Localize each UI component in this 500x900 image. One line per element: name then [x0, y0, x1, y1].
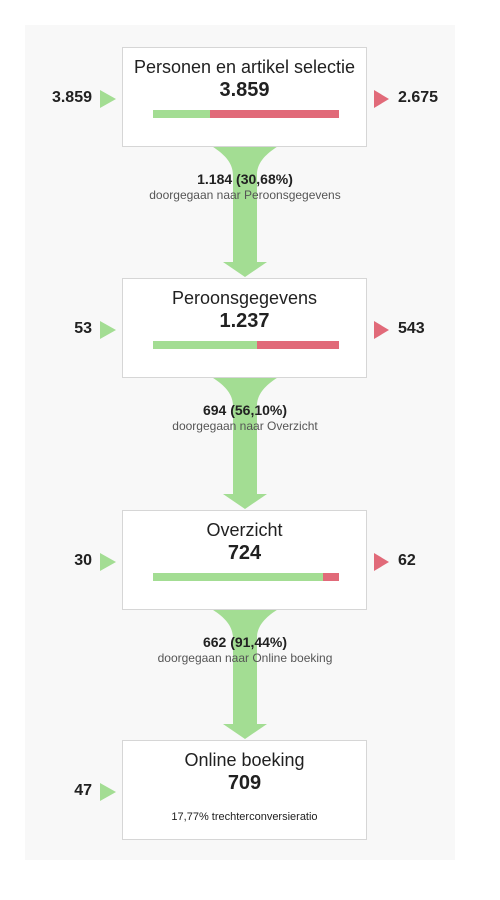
funnel-connector-2 [164, 354, 326, 509]
stage-value: 3.859 [219, 79, 270, 101]
funnel-stage-4: Online boeking 709 17,77% trechterconversi… [122, 740, 367, 840]
exit-count: 2.675 [398, 89, 439, 106]
entrance-count: 3.859 [51, 89, 92, 106]
entrance-count: 53 [74, 320, 92, 337]
entrance-arrow-icon [100, 783, 116, 801]
funnel-stage-3: Overzicht 724 [122, 510, 367, 610]
funnel-stage-2: Peroonsgegevens 1.237 [122, 278, 367, 378]
bar-exited-segment [210, 110, 339, 118]
entrance-count: 30 [74, 552, 92, 569]
exit-arrow-icon [374, 321, 389, 339]
stage-progress-bar [153, 341, 339, 349]
funnel-connector-3 [164, 586, 326, 739]
bar-exited-segment [323, 573, 339, 581]
stage-value: 724 [227, 542, 262, 564]
entrance-arrow-icon [100, 553, 116, 571]
bar-exited-segment [257, 341, 339, 349]
funnel-conversion-rate: 17,77% trechterconversieratio [171, 811, 318, 823]
transition-count: 694 (56,10%) [202, 402, 288, 418]
exit-arrow-icon [374, 90, 389, 108]
exit-arrow-icon [374, 553, 389, 571]
transition-label-1: 1.184 (30,68%) doorgegaan naar Peroonsgeg… [120, 171, 370, 202]
entrance-count: 47 [74, 782, 92, 799]
stage-name: Online boeking [184, 750, 305, 770]
transition-count: 1.184 (30,68%) [197, 171, 293, 187]
funnel-connector-1 [164, 123, 326, 277]
stage-progress-bar [153, 110, 339, 118]
entrance-arrow-icon [100, 321, 116, 339]
exit-count: 543 [398, 320, 425, 337]
entrance-arrow-icon [100, 90, 116, 108]
bar-continued-segment [153, 341, 258, 349]
transition-count: 662 (91,44%) [202, 634, 288, 650]
funnel-stage-1: Personen en artikel selectie 3.859 [122, 47, 367, 147]
stage-name: Overzicht [206, 520, 283, 540]
stage-value: 709 [227, 772, 262, 794]
transition-label-3: 662 (91,44%) doorgegaan naar Online boeki… [120, 634, 370, 665]
stage-name: Personen en artikel selectie [133, 57, 356, 77]
bar-continued-segment [153, 110, 211, 118]
stage-value: 1.237 [219, 310, 270, 332]
bar-continued-segment [153, 573, 324, 581]
transition-label-2: 694 (56,10%) doorgegaan naar Overzicht [120, 402, 370, 433]
stage-name: Peroonsgegevens [171, 288, 318, 308]
transition-description: doorgegaan naar Overzicht [172, 419, 318, 433]
stage-progress-bar [153, 573, 339, 581]
transition-description: doorgegaan naar Online boeking [157, 651, 333, 665]
exit-count: 62 [398, 552, 416, 569]
transition-description: doorgegaan naar Peroonsgegevens [149, 188, 341, 202]
